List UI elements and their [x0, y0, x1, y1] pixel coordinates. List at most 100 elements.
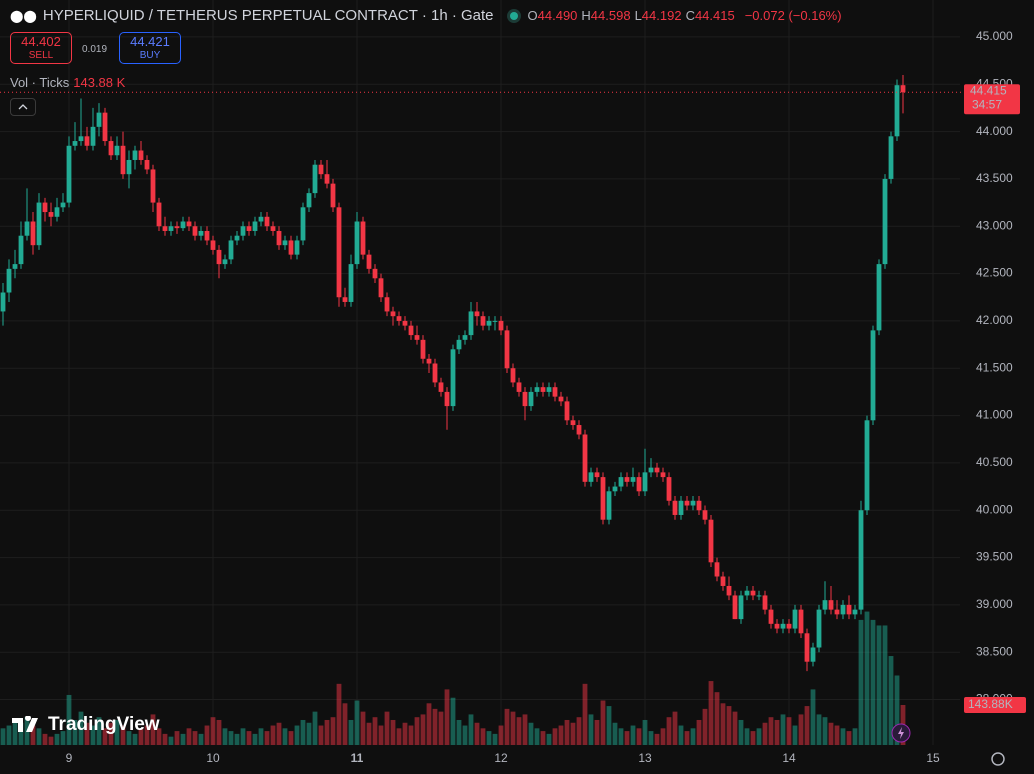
volume-bar [384, 711, 390, 745]
ohlc-key: L [634, 8, 642, 23]
candle-body [426, 358, 432, 364]
candle-body [330, 183, 336, 208]
volume-bar [162, 733, 168, 745]
candle-body [258, 216, 264, 222]
y-tick-label: 40.000 [976, 502, 1013, 516]
candle-body [156, 202, 162, 227]
volume-bar [660, 728, 666, 745]
ohlc-value: 44.490 [537, 8, 578, 23]
volume-bar [258, 728, 264, 745]
candle-body [846, 604, 852, 615]
volume-bar [402, 722, 408, 745]
volume-bar [156, 728, 162, 745]
candle-body [6, 268, 12, 293]
candle-body [744, 590, 750, 596]
volume-bar [882, 625, 888, 745]
volume-bar [894, 675, 900, 745]
candle-body [318, 164, 324, 175]
volume-bar [312, 711, 318, 745]
candle-body [708, 519, 714, 563]
candle-body [732, 595, 738, 620]
volume-bar [18, 722, 24, 745]
volume-bar [84, 722, 90, 745]
candle-body [714, 562, 720, 577]
volume-bar [690, 728, 696, 745]
price-label-bg [964, 84, 1020, 115]
volume-bar [786, 717, 792, 745]
candle-body [456, 339, 462, 350]
volume-bar [66, 694, 72, 745]
volume-bar [606, 706, 612, 745]
candle-body [792, 609, 798, 629]
candle-body [654, 467, 660, 473]
candle-body [168, 226, 174, 231]
candle-body [420, 339, 426, 359]
volume-bar [654, 733, 660, 745]
candle-body [546, 387, 552, 392]
volume-bar [810, 689, 816, 745]
volume-bar [96, 717, 102, 745]
volume-bar [186, 728, 192, 745]
candle-body [552, 387, 558, 397]
volume-bar [198, 733, 204, 745]
volume-bar [222, 728, 228, 745]
candle-body [96, 112, 102, 127]
ohlc-key: H [581, 8, 591, 23]
candle-body [312, 164, 318, 194]
candle-body [204, 230, 210, 241]
y-tick-label: 41.500 [976, 360, 1013, 374]
sell-button[interactable]: 44.402 SELL [10, 32, 72, 64]
volume-bar [432, 708, 438, 745]
y-tick-label: 38.500 [976, 644, 1013, 658]
candle-body [66, 145, 72, 203]
y-tick-label: 43.500 [976, 171, 1013, 185]
volume-bar [366, 722, 372, 745]
symbol-title[interactable]: HYPERLIQUID / TETHERUS PERPETUAL CONTRAC… [42, 7, 494, 24]
settings-button[interactable] [991, 752, 1005, 766]
collapse-button[interactable] [10, 98, 36, 116]
candle-body [324, 174, 330, 184]
volume-bar [534, 728, 540, 745]
volume-bar [828, 722, 834, 745]
volume-bar [732, 711, 738, 745]
candle-body [738, 595, 744, 620]
candle-body [726, 585, 732, 596]
volume-bar [414, 717, 420, 745]
buy-button[interactable]: 44.421 BUY [119, 32, 181, 64]
volume-bar [822, 717, 828, 745]
volume-bar [456, 719, 462, 745]
candle-body [696, 500, 702, 511]
candle-body [492, 320, 498, 322]
volume-bar [582, 683, 588, 745]
x-tick-label: 9 [66, 751, 73, 765]
volume-bar [234, 733, 240, 745]
volume-bar [378, 725, 384, 745]
volume-bar [600, 700, 606, 745]
volume-bar [30, 725, 36, 745]
candle-body [384, 297, 390, 312]
volume-bar [540, 731, 546, 745]
candle-body [498, 320, 504, 331]
volume-bar [228, 731, 234, 745]
y-tick-label: 43.000 [976, 218, 1013, 232]
volume-bar [0, 728, 6, 745]
candle-body [252, 221, 258, 231]
volume-bar [858, 619, 864, 745]
volume-bar [108, 722, 114, 745]
volume-bar [492, 733, 498, 745]
volume-bar [102, 728, 108, 745]
candle-body [720, 576, 726, 586]
ohlc-key: O [527, 8, 538, 23]
volume-bar [240, 728, 246, 745]
volume-bar [6, 725, 12, 745]
candle-body [342, 297, 348, 302]
volume-bar [438, 711, 444, 745]
candle-body [780, 623, 786, 629]
candle-body [240, 226, 246, 236]
candle-body [588, 472, 594, 482]
candle-body [246, 226, 252, 231]
candle-body [840, 604, 846, 615]
candle-body [306, 193, 312, 208]
volume-bar [708, 681, 714, 745]
volume-bar [702, 708, 708, 745]
